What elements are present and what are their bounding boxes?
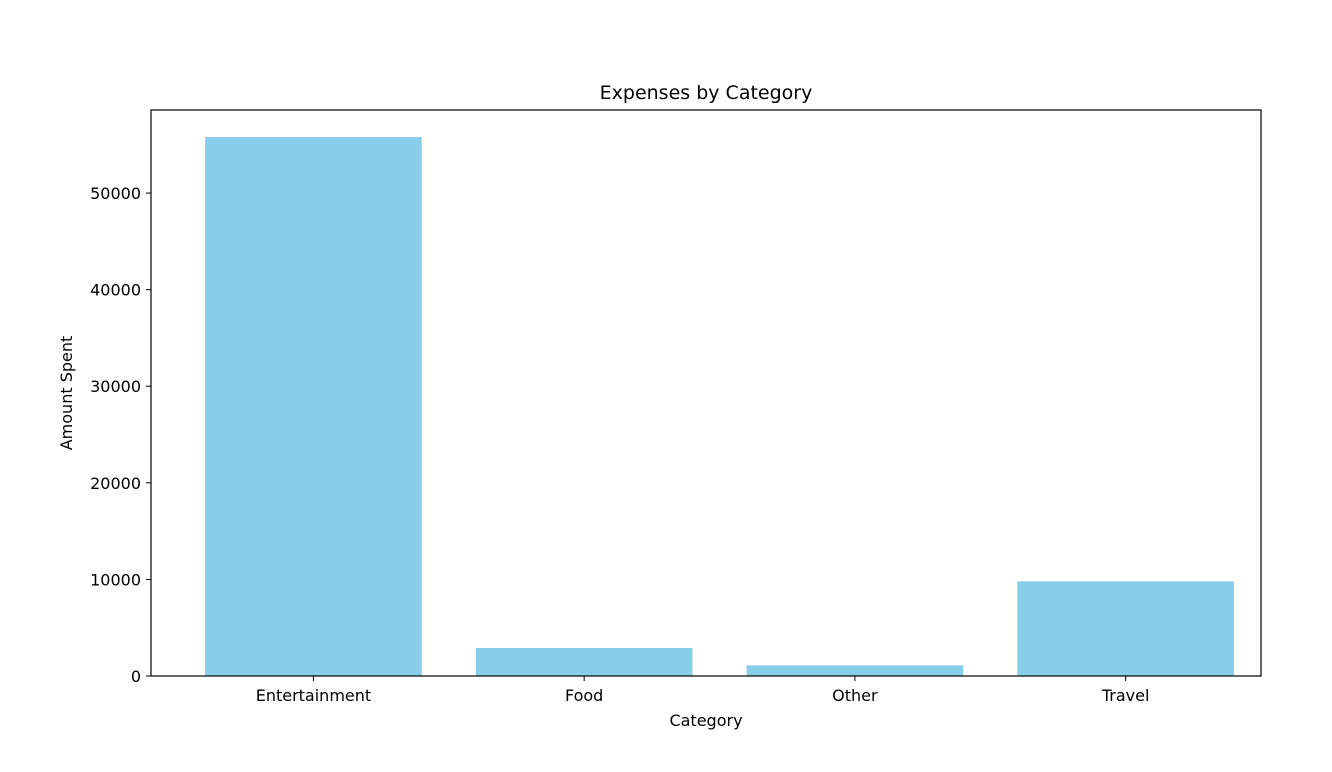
bar-entertainment [205, 137, 422, 677]
bars-group [205, 137, 1234, 677]
y-axis-ticks: 0 10000 20000 30000 40000 50000 [90, 184, 151, 686]
bar-food [475, 647, 693, 676]
bar-other [746, 665, 964, 676]
y-tick-label: 50000 [90, 184, 141, 203]
x-tick-label: Entertainment [256, 686, 371, 705]
x-axis-ticks: Entertainment Food Other Travel [256, 676, 1150, 705]
bar-travel [1017, 581, 1234, 676]
x-tick-label: Food [565, 686, 603, 705]
y-tick-label: 0 [131, 667, 141, 686]
x-axis-label: Category [669, 711, 742, 730]
y-tick-label: 20000 [90, 474, 141, 493]
y-tick-label: 30000 [90, 377, 141, 396]
chart-title: Expenses by Category [600, 82, 813, 104]
y-tick-label: 40000 [90, 281, 141, 300]
x-tick-label: Travel [1101, 686, 1150, 705]
y-tick-label: 10000 [90, 570, 141, 589]
y-axis-label: Amount Spent [57, 336, 76, 451]
x-tick-label: Other [832, 686, 878, 705]
plot-frame [150, 109, 1262, 677]
